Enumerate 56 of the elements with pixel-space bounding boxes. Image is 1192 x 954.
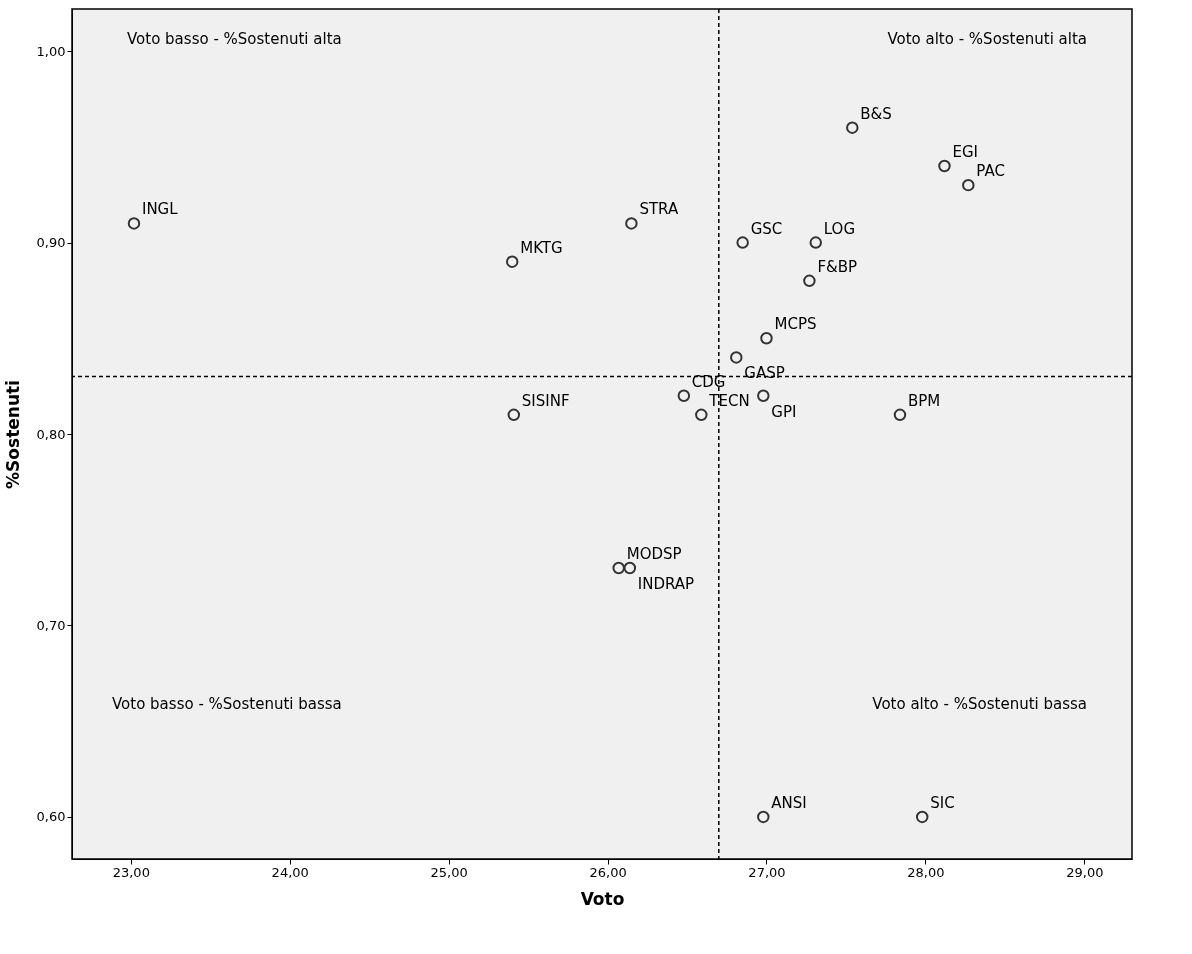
- annotation: ANSI: [771, 793, 807, 812]
- x-tick-label: 24,00: [271, 864, 309, 880]
- point: [625, 217, 638, 230]
- point: [695, 408, 708, 422]
- annotation: STRA: [639, 200, 679, 219]
- point: [757, 389, 770, 402]
- annotation: EGI: [952, 142, 979, 161]
- annotation: INDRAP: [637, 575, 695, 594]
- y-axis-title: %Sostenuti: [2, 380, 23, 489]
- point: [736, 236, 749, 249]
- point: [127, 217, 141, 230]
- point: [846, 121, 859, 134]
- point: [730, 351, 743, 364]
- annotation: BPM: [907, 391, 941, 410]
- x-tick-label: 27,00: [748, 864, 786, 880]
- annotation: GPI: [771, 402, 797, 421]
- annotation: MCPS: [774, 315, 817, 334]
- point: [760, 332, 773, 345]
- x-tick-label: 23,00: [112, 864, 150, 880]
- point: [893, 408, 907, 422]
- point: [507, 408, 521, 422]
- y-tick-label: 0,80: [36, 426, 66, 442]
- annotation: SISINF: [521, 391, 570, 410]
- x-axis-title: Voto: [580, 888, 625, 909]
- annotation: Voto alto - %Sostenuti alta: [887, 30, 1087, 48]
- x-tick-label: 25,00: [430, 864, 468, 880]
- annotation: MODSP: [626, 545, 682, 564]
- annotation: LOG: [823, 219, 856, 238]
- y-tick-label: 1,00: [36, 43, 66, 59]
- annotation: B&S: [860, 104, 892, 123]
- annotation: TECN: [708, 391, 750, 410]
- point: [612, 561, 625, 575]
- point: [505, 255, 519, 268]
- annotation: F&BP: [817, 257, 858, 276]
- annotation: INGL: [141, 200, 179, 219]
- annotation: Voto alto - %Sostenuti bassa: [872, 695, 1087, 713]
- point: [809, 236, 822, 249]
- point: [962, 178, 975, 192]
- annotation: Voto basso - %Sostenuti alta: [127, 30, 342, 48]
- y-tick-label: 0,70: [36, 617, 66, 633]
- x-tick-label: 29,00: [1066, 864, 1104, 880]
- annotation: MKTG: [520, 238, 563, 257]
- point: [677, 389, 691, 402]
- annotation: Voto basso - %Sostenuti bassa: [112, 695, 342, 713]
- annotation: PAC: [976, 162, 1005, 181]
- x-tick-label: 28,00: [907, 864, 945, 880]
- y-tick-label: 0,60: [36, 809, 66, 825]
- y-tick-label: 0,90: [36, 235, 66, 251]
- point: [757, 810, 770, 824]
- point: [623, 561, 637, 575]
- annotation: SIC: [930, 793, 955, 812]
- annotation: GSC: [750, 219, 783, 238]
- x-tick-label: 26,00: [589, 864, 627, 880]
- point: [938, 159, 951, 173]
- point: [803, 274, 816, 288]
- point: [915, 810, 929, 824]
